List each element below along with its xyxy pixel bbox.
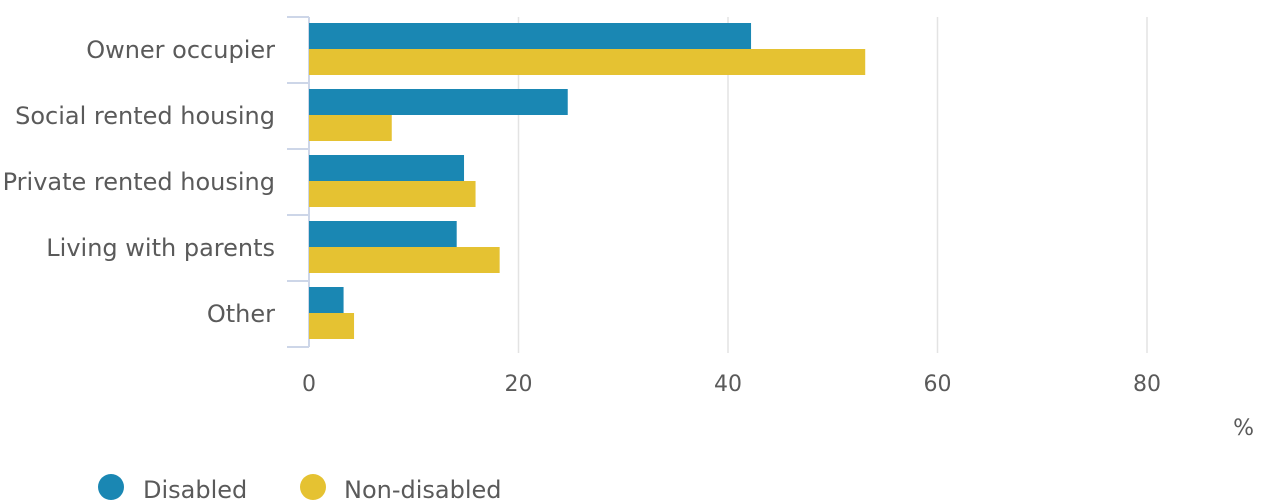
bar-non-disabled-1[interactable] [309, 115, 392, 141]
x-axis-ticks: 0 20 40 60 80 [302, 372, 1161, 397]
bar-disabled-3[interactable] [309, 221, 457, 247]
legend-label-1: Non-disabled [344, 476, 502, 502]
legend-swatch-0 [98, 474, 124, 500]
x-tick-label-60: 60 [924, 372, 952, 397]
y-axis [287, 16, 310, 348]
legend-item-non-disabled[interactable]: Non-disabled [300, 474, 502, 502]
x-tick-label-20: 20 [505, 372, 533, 397]
category-label-3: Living with parents [46, 234, 275, 262]
x-axis-unit: % [1233, 416, 1254, 441]
category-label-2: Private rented housing [3, 168, 275, 196]
category-label-0: Owner occupier [86, 36, 275, 64]
bar-non-disabled-3[interactable] [309, 247, 500, 273]
legend[interactable]: Disabled Non-disabled [98, 474, 502, 502]
bar-disabled-0[interactable] [309, 23, 752, 49]
legend-swatch-1 [300, 474, 326, 500]
category-label-4: Other [207, 300, 275, 328]
x-tick-label-0: 0 [302, 372, 316, 397]
category-label-1: Social rented housing [15, 102, 275, 130]
category-labels: Owner occupier Social rented housing Priva… [3, 36, 276, 328]
bar-disabled-4[interactable] [309, 287, 344, 313]
bar-non-disabled-2[interactable] [309, 181, 476, 207]
bar-non-disabled-4[interactable] [309, 313, 355, 339]
x-tick-label-40: 40 [714, 372, 742, 397]
bar-non-disabled-0[interactable] [309, 49, 866, 75]
legend-item-disabled[interactable]: Disabled [98, 474, 247, 502]
x-tick-label-80: 80 [1133, 372, 1161, 397]
bars-layer [309, 23, 866, 339]
bar-disabled-1[interactable] [309, 89, 568, 115]
bar-disabled-2[interactable] [309, 155, 465, 181]
legend-label-0: Disabled [143, 476, 247, 502]
